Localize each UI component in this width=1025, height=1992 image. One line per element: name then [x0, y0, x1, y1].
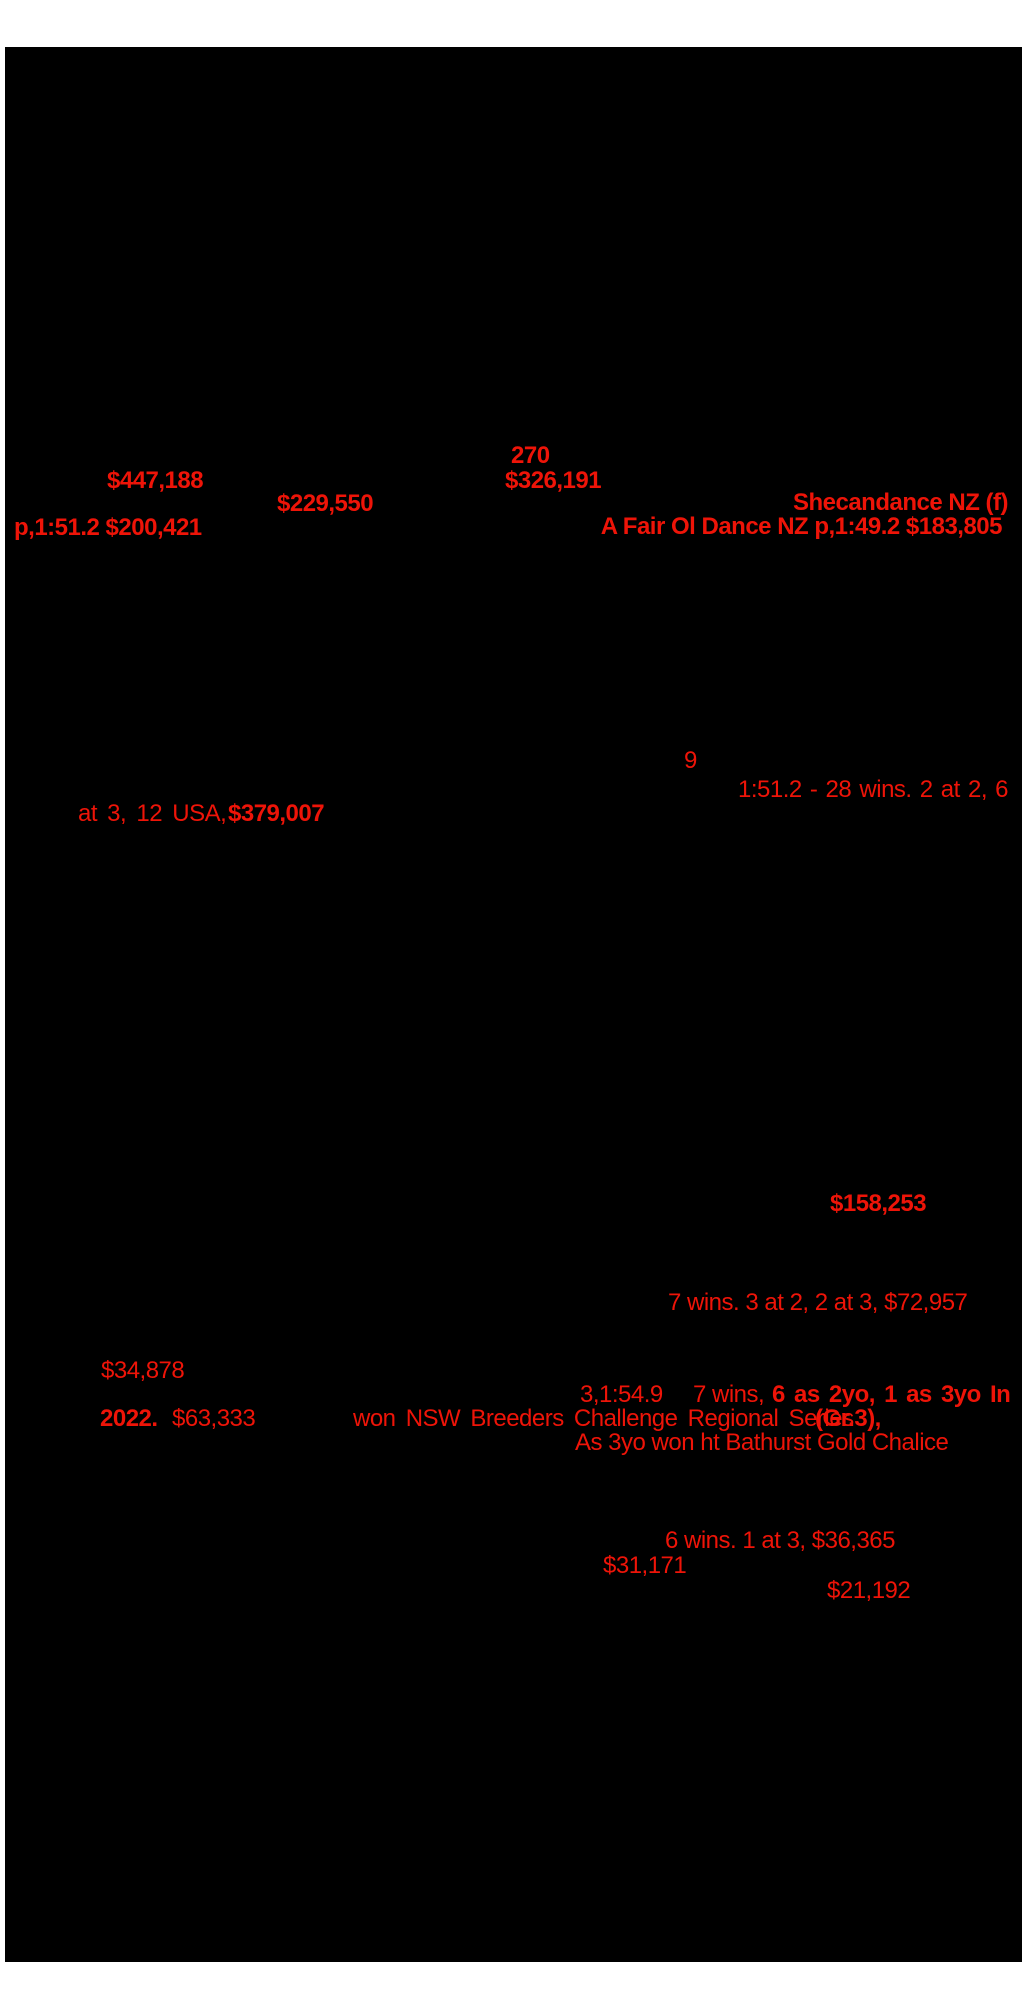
- sibling-horse-name: Shecandance NZ (f): [792, 489, 1009, 516]
- pedigree-black-panel: [5, 47, 1022, 1962]
- progeny-earnings-d: $31,171: [603, 1552, 687, 1579]
- mile-record-earnings: p,1:51.2 $200,421: [14, 514, 202, 541]
- dam-earnings-value: $379,007: [228, 800, 325, 827]
- grandsire-earnings-value: $326,191: [505, 467, 602, 494]
- progeny-group-class: (Gr.3),: [815, 1405, 881, 1432]
- dam-side-earnings-value: $229,550: [277, 490, 374, 517]
- progeny-time-record: 3,1:54.9: [580, 1381, 663, 1408]
- foal-count: 9: [684, 747, 697, 774]
- progeny-record-7-wins: 7 wins. 3 at 2, 2 at 3, $72,957: [668, 1289, 968, 1316]
- dam-race-record-line2: at 3, 12 USA,: [78, 800, 227, 827]
- progeny-wins-summary: 7 wins,: [693, 1381, 765, 1408]
- progeny-earnings-b: $34,878: [101, 1357, 185, 1384]
- progeny-wins-detail: 6 as 2yo, 1 as 3yo In: [772, 1381, 1011, 1408]
- progeny-record-6-wins: 6 wins. 1 at 3, $36,365: [665, 1527, 896, 1554]
- sire-earnings-value: $447,188: [107, 467, 204, 494]
- progeny-race-won: won NSW Breeders Challenge Regional Seri…: [353, 1405, 854, 1432]
- progeny-earnings-c: $63,333: [172, 1405, 256, 1432]
- sibling-performer-line: A Fair Ol Dance NZ p,1:49.2 $183,805: [600, 513, 1003, 540]
- dam-race-record-line1: 1:51.2 - 28 wins. 2 at 2, 6: [738, 776, 1009, 803]
- lot-number: 270: [511, 442, 550, 469]
- progeny-bathurst-line: As 3yo won ht Bathurst Gold Chalice: [575, 1429, 949, 1456]
- progeny-earnings-e: $21,192: [827, 1577, 911, 1604]
- progeny-year: 2022.: [100, 1405, 158, 1432]
- progeny-earnings-a: $158,253: [830, 1190, 927, 1217]
